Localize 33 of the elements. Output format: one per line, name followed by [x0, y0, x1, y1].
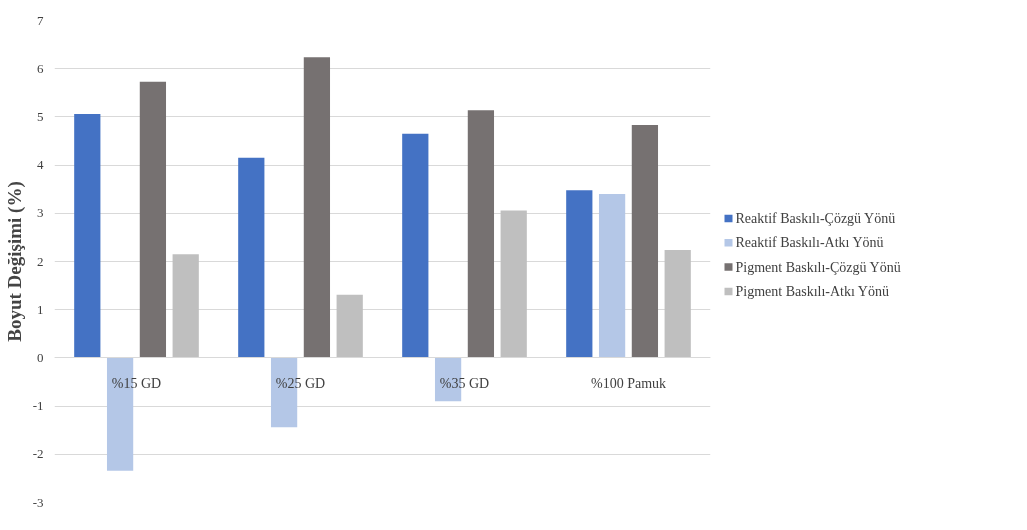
bar	[467, 110, 495, 358]
bar	[303, 57, 331, 358]
bar	[664, 249, 691, 358]
y-tick-label: -3	[32, 494, 44, 510]
y-tick-label: 6	[37, 60, 44, 76]
bar	[336, 294, 363, 358]
x-tick-label: %35 GD	[439, 375, 490, 391]
bar	[139, 81, 167, 358]
y-tick-label: -1	[32, 398, 44, 414]
legend-label: Reaktif Baskılı-Atkı Yönü	[735, 235, 884, 251]
bar	[172, 254, 199, 358]
legend-label: Pigment Baskılı-Atkı Yönü	[735, 283, 889, 299]
legend-label: Reaktif Baskılı-Çözgü Yönü	[735, 211, 896, 227]
x-tick-label: %15 GD	[111, 375, 162, 391]
legend-label: Pigment Baskılı-Çözgü Yönü	[735, 259, 901, 275]
x-tick-label: %100 Pamuk	[590, 375, 667, 391]
y-tick-label: 4	[37, 157, 44, 173]
y-axis-title: Boyut Değişimi (%)	[3, 181, 26, 342]
bar	[598, 194, 626, 358]
bar	[74, 114, 101, 358]
bar	[631, 125, 659, 358]
bar	[566, 190, 593, 358]
y-tick-label: 1	[37, 301, 44, 317]
x-tick-label: %25 GD	[275, 375, 326, 391]
y-tick-label: -2	[32, 446, 44, 462]
y-tick-label: 5	[37, 108, 44, 124]
bar	[238, 157, 265, 358]
bar	[500, 210, 527, 358]
y-tick-label: 7	[37, 12, 44, 28]
y-tick-label: 0	[37, 349, 44, 365]
y-tick-label: 3	[37, 205, 44, 221]
bar	[402, 133, 429, 358]
y-tick-label: 2	[37, 253, 44, 269]
